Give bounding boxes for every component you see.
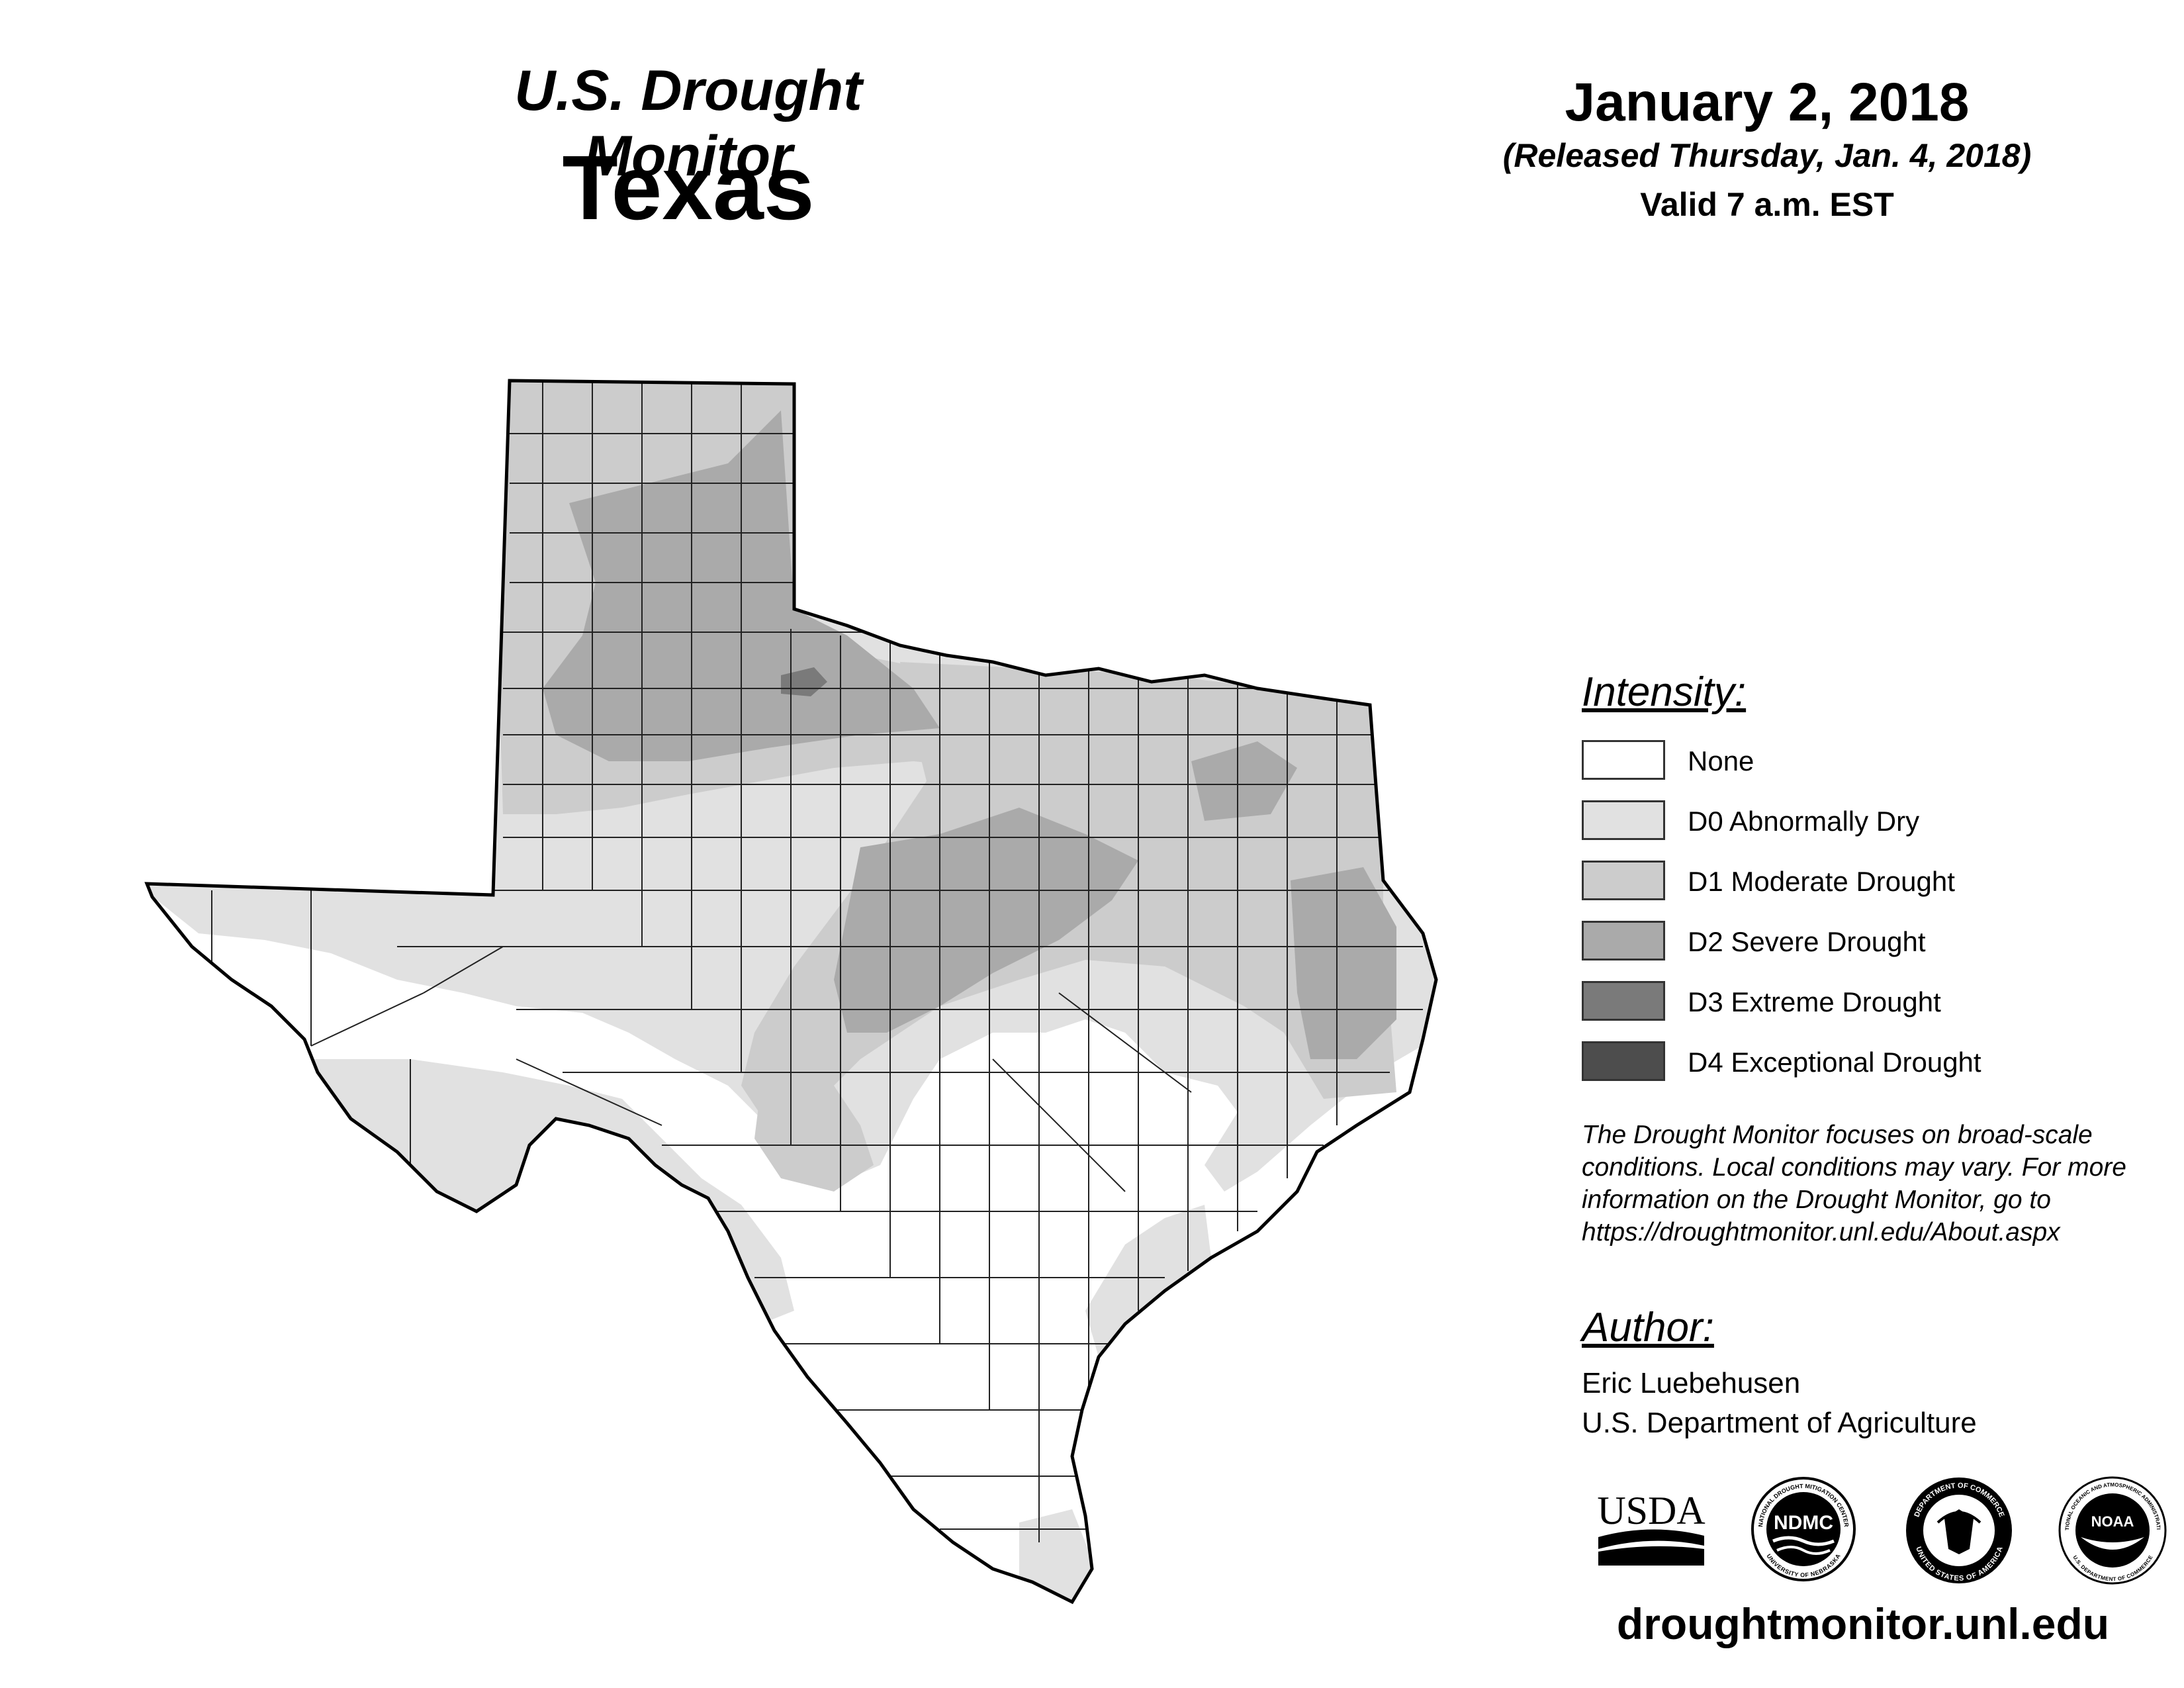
legend-label: D1 Moderate Drought <box>1688 866 1955 897</box>
author-name: Eric Luebehusen <box>1582 1367 1801 1399</box>
legend-swatch-d2 <box>1582 921 1665 961</box>
d2-region-east <box>1291 867 1396 1059</box>
ndmc-logo: NATIONAL DROUGHT MITIGATION CENTER UNIVE… <box>1751 1477 1856 1581</box>
map-date: January 2, 2018 <box>1565 72 1970 132</box>
noaa-logo: NATIONAL OCEANIC AND ATMOSPHERIC ADMINIS… <box>2058 1476 2167 1585</box>
texas-drought-map <box>144 379 1438 1605</box>
release-date: (Released Thursday, Jan. 4, 2018) <box>1502 137 2032 174</box>
legend-swatch-d4 <box>1582 1041 1665 1081</box>
note-line: The Drought Monitor focuses on broad-sca… <box>1582 1121 2093 1149</box>
drought-monitor-note: The Drought Monitor focuses on broad-sca… <box>1582 1119 2177 1248</box>
legend-swatch-none <box>1582 740 1665 780</box>
legend-label: D0 Abnormally Dry <box>1688 806 1920 837</box>
map-title: U.S. Drought Monitor <box>514 59 862 188</box>
valid-time: Valid 7 a.m. EST <box>1640 186 1894 223</box>
legend-swatch-d1 <box>1582 861 1665 900</box>
author-title: Author: <box>1582 1305 1714 1350</box>
site-url-link[interactable]: droughtmonitor.unl.edu <box>1616 1599 2110 1648</box>
ndmc-logo-text: NDMC <box>1774 1512 1833 1534</box>
note-line: conditions. Local conditions may vary. F… <box>1582 1153 2126 1182</box>
noaa-logo-text: NOAA <box>2091 1513 2134 1530</box>
legend-label: None <box>1688 745 1754 776</box>
note-link[interactable]: https://droughtmonitor.unl.edu/About.asp… <box>1582 1218 2060 1246</box>
legend-label: D4 Exceptional Drought <box>1688 1047 1981 1078</box>
d2-region-northeast <box>1191 741 1297 821</box>
author-org: U.S. Department of Agriculture <box>1582 1407 1977 1439</box>
commerce-seal-logo: DEPARTMENT OF COMMERCE UNITED STATES OF … <box>1906 1477 2012 1583</box>
usda-logo-text: USDA <box>1597 1489 1705 1532</box>
d0-region-coastal <box>1085 1205 1211 1357</box>
usda-logo: USDA <box>1597 1489 1706 1566</box>
legend-swatch-d3 <box>1582 981 1665 1021</box>
d1-region-southwest <box>754 1086 874 1192</box>
legend-label: D2 Severe Drought <box>1688 926 1926 957</box>
legend-swatch-d0 <box>1582 800 1665 840</box>
legend-label: D3 Extreme Drought <box>1688 986 1941 1017</box>
d2-region-central <box>834 808 1138 1033</box>
legend-title: Intensity: <box>1582 669 1747 715</box>
note-line: information on the Drought Monitor, go t… <box>1582 1186 2051 1214</box>
state-title: Texas <box>562 137 815 239</box>
